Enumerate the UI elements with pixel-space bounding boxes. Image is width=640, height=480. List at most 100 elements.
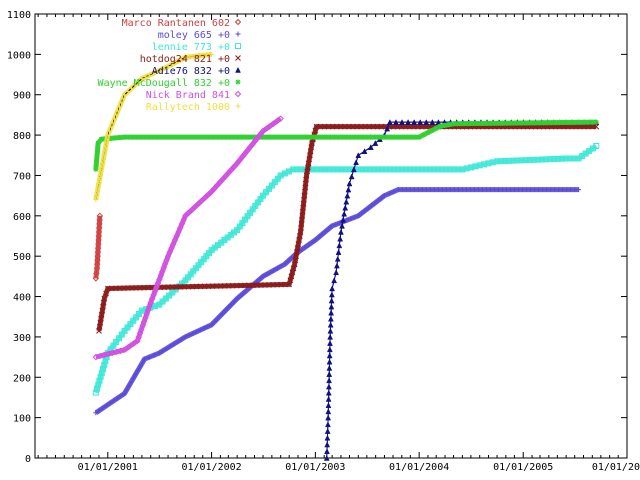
- data-point-marker: [337, 220, 343, 226]
- data-point-marker: [439, 166, 446, 173]
- data-point-marker: [325, 421, 331, 428]
- data-point-marker: [481, 161, 488, 168]
- data-point-marker: [431, 166, 438, 173]
- data-point-marker: [158, 67, 164, 73]
- data-point-marker: [93, 270, 100, 277]
- data-point-marker: [372, 140, 379, 146]
- y-tick-label: 1000: [7, 50, 31, 61]
- data-point-marker: [122, 390, 128, 396]
- data-point-marker: [129, 340, 137, 348]
- series-core-line: [95, 145, 597, 393]
- series-markers: [96, 123, 600, 334]
- data-point-marker: [330, 166, 337, 173]
- y-tick-label: 600: [13, 212, 31, 223]
- data-point-marker: [294, 166, 301, 173]
- legend-entry: Adie76 832 +0: [152, 66, 241, 77]
- data-point-marker: [295, 134, 301, 140]
- data-point-marker: [510, 157, 517, 164]
- data-point-marker: [319, 134, 325, 140]
- data-point-marker: [239, 134, 245, 140]
- data-point-marker: [206, 134, 212, 140]
- x-tick-label: 01/01/2005: [493, 462, 553, 473]
- data-point-marker: [581, 123, 587, 130]
- data-point-marker: [198, 134, 204, 140]
- data-point-marker: [125, 88, 131, 94]
- data-point-marker: [138, 326, 145, 333]
- data-point-marker: [494, 158, 501, 165]
- data-point-marker: [182, 334, 188, 340]
- data-point-marker: [170, 134, 176, 140]
- data-point-marker: [573, 123, 579, 130]
- data-point-marker: [467, 121, 473, 127]
- data-point-marker: [95, 185, 101, 191]
- data-point-marker: [563, 155, 570, 162]
- data-point-marker: [274, 265, 280, 271]
- data-point-marker: [328, 297, 335, 304]
- data-point-marker: [112, 116, 118, 122]
- data-point-marker: [417, 119, 424, 125]
- data-point-marker: [214, 134, 220, 140]
- data-point-marker: [101, 152, 107, 158]
- data-point-marker: [239, 153, 246, 161]
- data-point-marker: [120, 96, 126, 102]
- data-point-marker: [327, 340, 333, 346]
- data-point-marker: [314, 166, 321, 173]
- data-point-marker: [398, 123, 405, 130]
- data-point-marker: [321, 123, 328, 130]
- data-point-marker: [326, 371, 333, 377]
- series-core-line: [98, 126, 597, 331]
- data-point-marker: [593, 123, 600, 130]
- legend-label: Rallytech 1000: [146, 102, 230, 113]
- data-point-marker: [362, 208, 368, 214]
- legend-label: Nick Brand 841: [146, 90, 230, 101]
- data-point-marker: [573, 119, 579, 125]
- data-point-marker: [339, 222, 345, 229]
- data-point-marker: [167, 343, 173, 349]
- data-point-marker: [143, 74, 149, 80]
- data-point-marker: [329, 285, 336, 292]
- legend-label: Marco Rantanen 602: [122, 18, 230, 29]
- data-point-marker: [234, 296, 240, 302]
- data-point-marker: [309, 140, 315, 147]
- data-point-marker: [355, 213, 361, 219]
- data-point-marker: [394, 123, 401, 130]
- x-tick-label: 01/01/2003: [285, 462, 345, 473]
- data-point-marker: [156, 350, 162, 356]
- data-point-marker: [129, 85, 135, 91]
- data-point-marker: [169, 289, 176, 296]
- data-point-marker: [388, 134, 394, 140]
- data-point-marker: [179, 336, 185, 342]
- data-point-marker: [323, 454, 330, 461]
- data-point-marker: [234, 90, 242, 98]
- data-point-marker: [411, 119, 418, 125]
- data-point-marker: [555, 155, 562, 162]
- data-point-marker: [174, 134, 180, 140]
- data-point-marker: [504, 120, 510, 126]
- data-point-marker: [235, 66, 241, 73]
- data-point-marker: [205, 191, 212, 198]
- data-point-marker: [299, 134, 305, 140]
- data-point-marker: [158, 134, 164, 140]
- data-point-marker: [235, 31, 241, 37]
- data-point-marker: [263, 125, 270, 132]
- legend-label: Adie76 832 +0: [152, 66, 230, 77]
- data-point-marker: [483, 120, 489, 126]
- y-tick-label: 900: [13, 91, 31, 102]
- legend-label: lennie 773 +0: [152, 42, 230, 53]
- y-tick-label: 100: [13, 414, 31, 425]
- data-point-marker: [146, 303, 153, 310]
- data-point-marker: [338, 228, 344, 235]
- data-point-marker: [130, 134, 136, 140]
- data-point-marker: [416, 134, 422, 140]
- data-point-marker: [100, 156, 106, 162]
- data-point-marker: [174, 59, 180, 65]
- data-point-marker: [472, 163, 479, 170]
- data-point-marker: [559, 155, 566, 162]
- data-point-marker: [372, 134, 378, 140]
- data-point-marker: [358, 166, 365, 173]
- data-point-marker: [94, 257, 101, 264]
- data-point-marker: [524, 120, 530, 126]
- data-point-marker: [185, 209, 192, 216]
- data-point-marker: [518, 157, 525, 164]
- data-point-marker: [386, 166, 393, 173]
